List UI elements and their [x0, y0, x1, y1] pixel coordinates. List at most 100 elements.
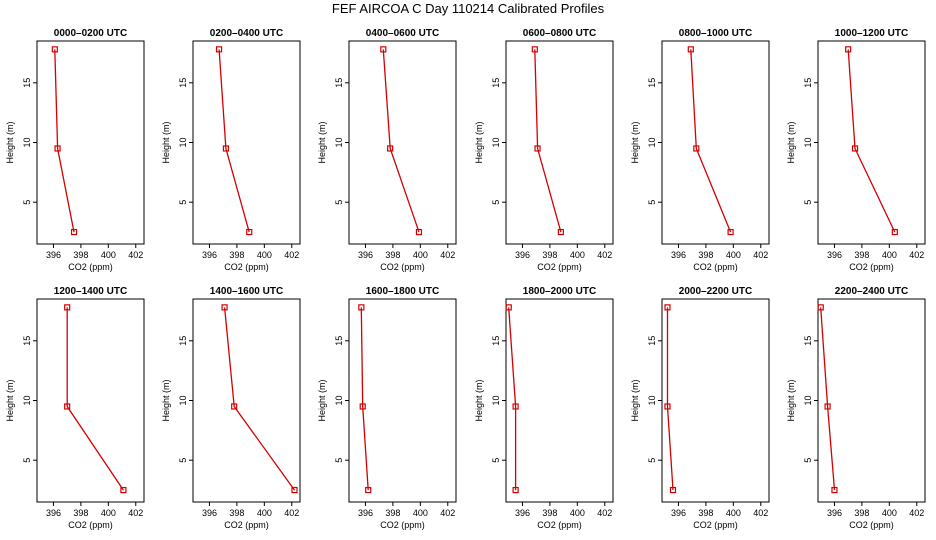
profile-point	[358, 304, 365, 311]
profile-point	[505, 304, 512, 311]
y-tick-label: 10	[647, 137, 657, 147]
y-tick-label: 15	[803, 78, 813, 88]
y-axis-label: Height (m)	[786, 121, 796, 163]
x-tick-label: 400	[882, 508, 897, 518]
y-axis-label: Height (m)	[474, 379, 484, 421]
profile-point	[215, 46, 223, 53]
figure-title: FEF AIRCOA C Day 110214 Calibrated Profi…	[332, 1, 605, 16]
x-tick-label: 402	[753, 250, 768, 260]
profile-panel: 1800–2000 UTC 396 398 400 402 5 10 15 CO2 (ppm) H…	[474, 286, 614, 530]
profile-point	[359, 403, 366, 410]
x-axis-label: CO2 (ppm)	[693, 262, 738, 272]
profile-point	[64, 403, 71, 410]
panel-title: 1800–2000 UTC	[523, 286, 596, 297]
y-axis-label: Height (m)	[786, 379, 796, 421]
y-tick-label: 5	[491, 458, 501, 463]
profile-point	[891, 228, 898, 236]
x-tick-label: 398	[542, 508, 557, 518]
plot-frame	[817, 40, 926, 245]
profile-point	[664, 304, 671, 311]
profile-point	[365, 486, 372, 494]
x-axis-label: CO2 (ppm)	[849, 520, 894, 530]
plot-frame	[661, 298, 770, 503]
profile-panel: 1600–1800 UTC 396 398 400 402 5 10 15 CO2 (ppm) H…	[317, 286, 457, 530]
x-axis-label: CO2 (ppm)	[380, 520, 425, 530]
profile-line	[360, 307, 369, 491]
x-tick-label: 398	[229, 508, 244, 518]
x-tick-label: 396	[202, 508, 217, 518]
y-tick-label: 10	[803, 395, 813, 405]
profile-point	[51, 46, 58, 53]
profile-line	[223, 307, 296, 491]
y-tick-label: 15	[647, 336, 657, 346]
x-tick-label: 402	[753, 508, 768, 518]
y-tick-label: 15	[178, 336, 188, 346]
y-axis-label: Height (m)	[317, 121, 327, 163]
panel-title: 0800–1000 UTC	[679, 28, 752, 39]
profile-point	[664, 403, 671, 410]
profile-point	[534, 145, 541, 152]
y-tick-label: 10	[178, 137, 188, 147]
y-tick-label: 5	[22, 458, 32, 463]
panel-title: 1600–1800 UTC	[366, 286, 439, 297]
x-tick-label: 398	[385, 250, 400, 260]
x-tick-label: 400	[413, 250, 428, 260]
y-tick-label: 5	[334, 200, 344, 205]
profile-panel: 0200–0400 UTC 396 398 400 402 5 10 15 CO2 (ppm) H…	[161, 28, 301, 272]
y-tick-label: 10	[22, 395, 32, 405]
profile-point	[291, 486, 298, 494]
x-tick-label: 396	[827, 508, 842, 518]
x-tick-label: 402	[909, 250, 924, 260]
panel-title: 0400–0600 UTC	[366, 28, 439, 39]
panel-title: 1400–1600 UTC	[210, 286, 283, 297]
panel-title: 1000–1200 UTC	[835, 28, 908, 39]
x-tick-label: 398	[698, 508, 713, 518]
y-tick-label: 10	[803, 137, 813, 147]
profile-point	[845, 46, 852, 53]
x-axis-label: CO2 (ppm)	[693, 520, 738, 530]
profile-point	[415, 228, 423, 236]
y-tick-label: 15	[22, 336, 32, 346]
y-tick-label: 15	[334, 78, 344, 88]
profile-panel: 0400–0600 UTC 396 398 400 402 5 10 15 CO2 (ppm) H…	[317, 28, 457, 272]
x-tick-label: 400	[413, 508, 428, 518]
x-axis-label: CO2 (ppm)	[380, 262, 425, 272]
profile-point	[531, 46, 538, 53]
x-tick-label: 396	[671, 508, 686, 518]
y-tick-label: 15	[491, 336, 501, 346]
profile-panel: 0800–1000 UTC 396 398 400 402 5 10 15 CO2 (ppm) H…	[630, 28, 770, 272]
y-tick-label: 10	[334, 395, 344, 405]
y-axis-label: Height (m)	[474, 121, 484, 163]
x-tick-label: 398	[542, 250, 557, 260]
x-tick-label: 402	[597, 508, 612, 518]
profile-point	[221, 304, 228, 311]
x-tick-label: 400	[101, 508, 116, 518]
y-tick-label: 5	[803, 458, 813, 463]
x-tick-label: 402	[284, 508, 299, 518]
x-tick-label: 396	[827, 250, 842, 260]
y-tick-label: 5	[178, 458, 188, 463]
x-tick-label: 402	[284, 250, 299, 260]
x-axis-label: CO2 (ppm)	[224, 520, 269, 530]
x-axis-label: CO2 (ppm)	[849, 262, 894, 272]
y-tick-label: 5	[22, 200, 32, 205]
y-tick-label: 10	[491, 137, 501, 147]
profile-point	[387, 145, 394, 152]
plot-frame	[192, 298, 301, 503]
profile-point	[817, 304, 824, 311]
profile-panel: 1200–1400 UTC 396 398 400 402 5 10 15 CO2 (ppm) H…	[5, 286, 145, 530]
profile-point	[831, 486, 838, 494]
y-tick-label: 5	[647, 200, 657, 205]
x-tick-label: 400	[570, 508, 585, 518]
profile-line	[690, 49, 732, 233]
x-tick-label: 402	[597, 250, 612, 260]
x-tick-label: 402	[440, 508, 455, 518]
plot-frame	[817, 298, 926, 503]
profile-line	[847, 49, 896, 233]
panel-title: 0600–0800 UTC	[523, 28, 596, 39]
y-tick-label: 10	[647, 395, 657, 405]
profile-point	[669, 486, 677, 494]
x-tick-label: 400	[726, 508, 741, 518]
profile-point	[222, 145, 230, 152]
